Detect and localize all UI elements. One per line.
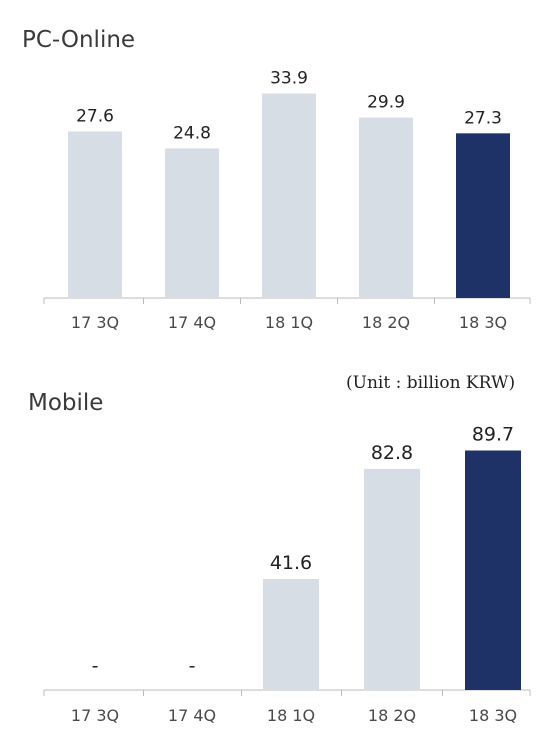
mobile-bar (465, 450, 521, 690)
pc-online-chart: 27.6 17 3Q 24.8 17 4Q 33.9 18 1Q 29.9 18 2Q 27.3… (43, 69, 531, 332)
pc-bar (68, 131, 122, 298)
pc-online-title: PC-Online (22, 27, 136, 53)
mobile-title: Mobile (28, 390, 104, 416)
pc-value-label: 33.9 (270, 69, 308, 89)
mobile-tick-label: 18 2Q (368, 706, 416, 725)
pc-value-label: 27.3 (464, 108, 502, 128)
pc-tick-label: 17 4Q (168, 313, 216, 332)
pc-value-label: 29.9 (367, 93, 405, 113)
pc-bar (456, 133, 510, 298)
mobile-value-label: - (189, 655, 196, 677)
mobile-bar (364, 468, 420, 690)
pc-bar (165, 148, 219, 298)
mobile-bar (263, 578, 319, 690)
mobile-value-label: 89.7 (472, 424, 514, 446)
mobile-value-label: 82.8 (371, 442, 413, 464)
pc-tick-label: 18 2Q (362, 313, 410, 332)
mobile-tick-label: 17 3Q (71, 706, 119, 725)
pc-tick-label: 18 1Q (265, 313, 313, 332)
pc-bar (262, 93, 316, 299)
unit-note: (Unit : billion KRW) (346, 373, 516, 393)
mobile-tick-label: 17 4Q (168, 706, 216, 725)
pc-bar (359, 117, 413, 299)
mobile-value-label: - (92, 655, 99, 677)
mobile-value-label: 41.6 (270, 552, 312, 574)
pc-value-label: 27.6 (76, 107, 114, 127)
mobile-tick-label: 18 1Q (267, 706, 315, 725)
pc-tick-label: 18 3Q (459, 313, 507, 332)
pc-tick-label: 17 3Q (71, 313, 119, 332)
mobile-tick-label: 18 3Q (469, 706, 517, 725)
pc-value-label: 24.8 (173, 123, 211, 143)
